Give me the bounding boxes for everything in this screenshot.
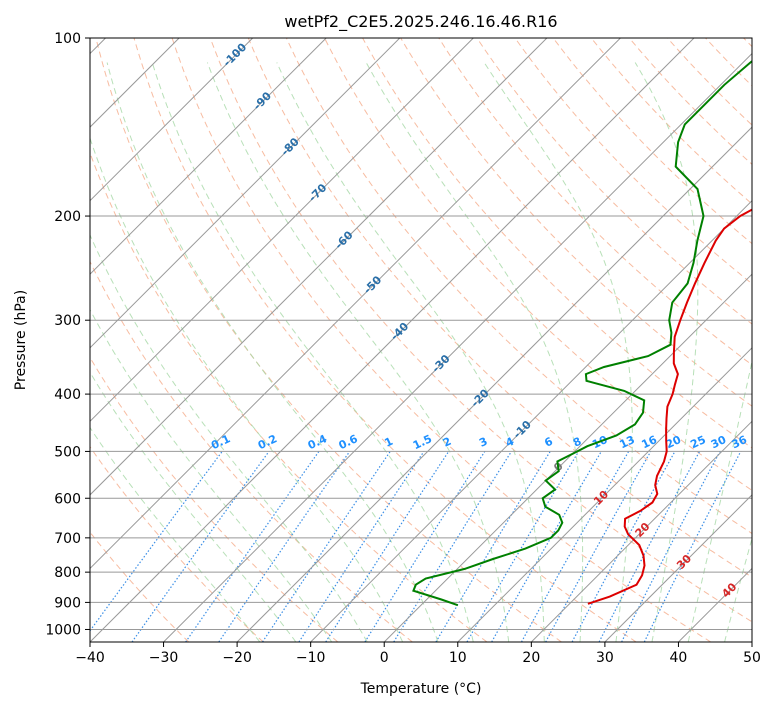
x-tick-label: 10: [449, 650, 467, 666]
mixing-ratio-label: 20: [664, 433, 684, 451]
x-tick-label: 50: [743, 650, 761, 666]
isotherm-gridline: [90, 38, 474, 423]
dry-adiabat-line: [90, 260, 413, 642]
moist-adiabat-line: [90, 308, 333, 642]
moist-adiabat-line: [90, 371, 297, 642]
mixing-ratio-line: [545, 451, 652, 642]
isotherm-gridline: [90, 38, 548, 496]
moist-adiabat-line: [90, 136, 404, 642]
dry-adiabat-line: [133, 38, 637, 642]
isotherm-gridline: [457, 347, 752, 642]
isotherm-gridline: [90, 38, 254, 202]
mixing-ratio-line: [185, 451, 320, 642]
moist-adiabat-line: [276, 62, 545, 642]
moist-adiabat-line: [365, 62, 584, 642]
dry-adiabat-line: [171, 38, 712, 642]
mixing-ratio-label: 30: [709, 433, 729, 451]
plot-frame: [89, 37, 753, 643]
chart-title: wetPf2_C2E5.2025.246.16.46.R16: [284, 12, 557, 32]
isotherm-gridline: [90, 38, 695, 642]
isotherm-gridline: [90, 38, 401, 349]
isotherm-gridline: [530, 420, 752, 642]
y-tick-label: 400: [54, 387, 81, 403]
isotherm-gridline: [236, 126, 752, 642]
moist-adiabat-line: [151, 62, 474, 642]
dry-adiabat-line: [90, 445, 264, 642]
isotherm-gridline: [383, 273, 752, 642]
mixing-ratio-line: [364, 451, 486, 642]
mixing-ratio-line: [621, 451, 721, 642]
moist-adiabat-line: [106, 62, 439, 642]
mixing-ratio-line: [325, 451, 450, 642]
plot-area: -100-90-80-70-60-50-40-30-20-10010203040…: [90, 38, 752, 642]
dry-adiabat-line: [324, 38, 752, 491]
mixing-ratio-line: [520, 451, 630, 642]
moist-adiabat-line: [90, 233, 368, 642]
isotherm-gridline: [90, 38, 327, 275]
mixing-ratio-line: [435, 451, 551, 642]
mixing-ratio-label: 25: [688, 433, 707, 451]
x-tick-label: 40: [670, 650, 688, 666]
isotherm-gridline: [90, 38, 621, 570]
temperature-profile-line: [587, 208, 752, 605]
y-axis-label: Pressure (hPa): [13, 290, 29, 390]
x-tick-label: −40: [75, 650, 105, 666]
y-tick-label: 900: [54, 595, 81, 611]
mixing-ratio-line: [393, 451, 512, 642]
x-tick-label: −20: [222, 650, 252, 666]
y-tick-label: 500: [54, 444, 81, 460]
axes: −40 −30 −20 −10 0 10 20 30 40 50 100 200 300 400 500 60…: [45, 31, 761, 666]
mixing-ratio-label: 13: [617, 433, 636, 451]
x-tick-label: 20: [522, 650, 540, 666]
mixing-ratio-line: [643, 451, 742, 642]
dry-adiabat-line: [514, 38, 752, 285]
moist-adiabat-line: [206, 62, 510, 642]
moist-adiabat-line: [724, 536, 752, 642]
dry-adiabat-line: [209, 38, 752, 623]
moist-adiabat-line: [90, 426, 261, 642]
mixing-ratio-line: [262, 451, 391, 642]
x-axis-label: Temperature (°C): [360, 681, 482, 697]
x-tick-label: −30: [149, 650, 179, 666]
dry-adiabat-line: [95, 38, 562, 642]
y-tick-label: 600: [54, 491, 81, 507]
x-tick-label: −10: [296, 650, 326, 666]
isotherm-gridline: [604, 494, 752, 642]
mixing-ratio-line: [598, 451, 701, 642]
isotherm-gridline: [163, 52, 752, 642]
mixing-ratio-line: [90, 451, 223, 632]
mixing-ratio-label: 16: [640, 433, 660, 451]
dry-adiabat-line: [247, 38, 752, 578]
y-tick-label: 200: [54, 209, 81, 225]
y-tick-label: 700: [54, 531, 81, 547]
y-tick-label: 1000: [45, 622, 81, 638]
dewpoint-profile-line: [412, 60, 752, 607]
mixing-ratio-label: 36: [730, 433, 750, 451]
mixing-ratio-line: [218, 451, 351, 642]
moist-adiabat-line: [687, 359, 752, 642]
x-tick-label: 0: [380, 650, 389, 666]
dry-adiabat-line: [285, 38, 752, 535]
y-tick-label: 100: [54, 31, 81, 47]
x-tick-label: 30: [596, 650, 614, 666]
isotherm-gridline: [310, 199, 752, 642]
y-tick-label: 300: [54, 313, 81, 329]
mixing-ratio-line: [298, 451, 425, 642]
mixing-ratio-line: [571, 451, 676, 642]
y-tick-label: 800: [54, 565, 81, 581]
mixing-ratio-line: [131, 451, 270, 642]
